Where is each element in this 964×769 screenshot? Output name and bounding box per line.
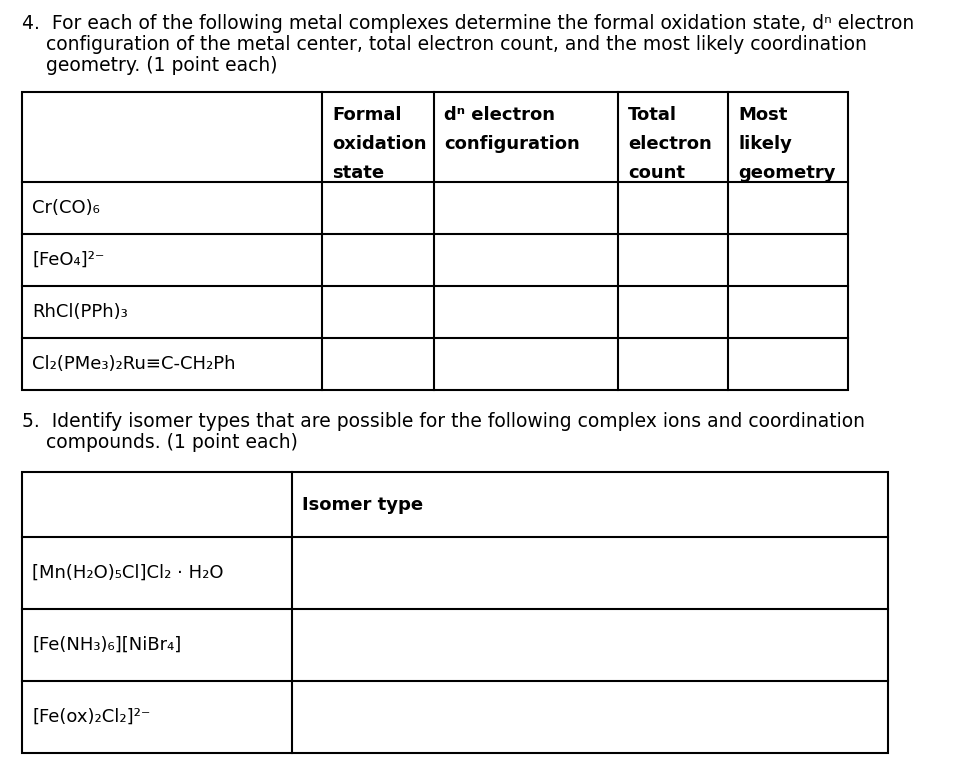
Text: Cr(CO)₆: Cr(CO)₆ xyxy=(32,199,100,217)
Text: compounds. (1 point each): compounds. (1 point each) xyxy=(22,433,298,452)
Text: [FeO₄]²⁻: [FeO₄]²⁻ xyxy=(32,251,104,269)
Text: Isomer type: Isomer type xyxy=(302,495,423,514)
Text: geometry. (1 point each): geometry. (1 point each) xyxy=(22,56,278,75)
Text: Total
electron
count: Total electron count xyxy=(628,106,711,182)
Text: [Fe(ox)₂Cl₂]²⁻: [Fe(ox)₂Cl₂]²⁻ xyxy=(32,708,150,726)
Bar xyxy=(22,92,848,390)
Text: Cl₂(PMe₃)₂Ru≡C-CH₂Ph: Cl₂(PMe₃)₂Ru≡C-CH₂Ph xyxy=(32,355,235,373)
Text: configuration of the metal center, total electron count, and the most likely coo: configuration of the metal center, total… xyxy=(22,35,867,54)
Text: [Mn(H₂O)₅Cl]Cl₂ · H₂O: [Mn(H₂O)₅Cl]Cl₂ · H₂O xyxy=(32,564,224,582)
Text: 4.  For each of the following metal complexes determine the formal oxidation sta: 4. For each of the following metal compl… xyxy=(22,14,914,33)
Text: Most
likely
geometry: Most likely geometry xyxy=(738,106,836,182)
Text: RhCl(PPh)₃: RhCl(PPh)₃ xyxy=(32,303,128,321)
Text: Formal
oxidation
state: Formal oxidation state xyxy=(332,106,426,182)
Bar xyxy=(22,472,888,753)
Text: 5.  Identify isomer types that are possible for the following complex ions and c: 5. Identify isomer types that are possib… xyxy=(22,412,865,431)
Text: dⁿ electron
configuration: dⁿ electron configuration xyxy=(444,106,579,153)
Text: [Fe(NH₃)₆][NiBr₄]: [Fe(NH₃)₆][NiBr₄] xyxy=(32,636,181,654)
